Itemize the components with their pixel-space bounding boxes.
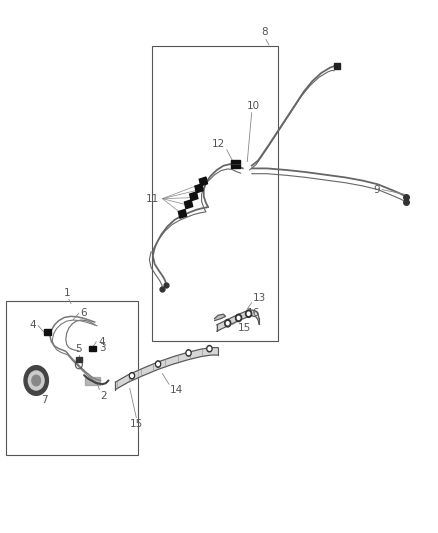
Polygon shape: [217, 310, 259, 331]
Text: 5: 5: [75, 344, 82, 354]
Bar: [85, 377, 100, 385]
Text: 8: 8: [261, 27, 268, 37]
Circle shape: [129, 373, 134, 379]
Circle shape: [237, 317, 240, 319]
Polygon shape: [215, 314, 226, 320]
Bar: [231, 160, 240, 168]
Circle shape: [226, 321, 229, 325]
Circle shape: [131, 374, 133, 377]
Text: 15: 15: [130, 419, 143, 429]
Circle shape: [32, 375, 41, 386]
Circle shape: [208, 347, 211, 350]
Circle shape: [187, 351, 190, 354]
Circle shape: [28, 371, 44, 390]
Circle shape: [246, 310, 252, 317]
Text: 11: 11: [146, 193, 159, 204]
Bar: [195, 184, 203, 193]
Circle shape: [236, 314, 242, 321]
Text: 16: 16: [247, 308, 261, 318]
Circle shape: [247, 312, 250, 316]
Circle shape: [24, 366, 48, 395]
Circle shape: [186, 350, 191, 356]
Text: 9: 9: [374, 184, 380, 195]
Circle shape: [207, 345, 212, 352]
Polygon shape: [116, 348, 218, 390]
Text: 13: 13: [253, 293, 266, 303]
Bar: [44, 329, 51, 335]
Circle shape: [157, 362, 159, 366]
Bar: [6, 301, 138, 455]
Text: 12: 12: [212, 139, 226, 149]
Circle shape: [155, 361, 161, 367]
Bar: [152, 46, 278, 341]
Text: 14: 14: [170, 385, 184, 395]
Bar: [89, 345, 96, 351]
Bar: [178, 209, 187, 218]
Text: 2: 2: [101, 391, 107, 401]
Text: 4: 4: [30, 320, 36, 330]
Bar: [184, 200, 193, 209]
Text: 4: 4: [98, 337, 105, 347]
Text: 3: 3: [99, 343, 106, 353]
Bar: [190, 192, 198, 201]
Text: 10: 10: [247, 101, 259, 111]
Text: 15: 15: [238, 323, 251, 333]
Text: 7: 7: [42, 395, 48, 405]
Bar: [76, 357, 82, 362]
Bar: [199, 177, 208, 186]
Circle shape: [225, 319, 231, 327]
Text: 6: 6: [81, 308, 87, 318]
Text: 1: 1: [64, 288, 71, 298]
